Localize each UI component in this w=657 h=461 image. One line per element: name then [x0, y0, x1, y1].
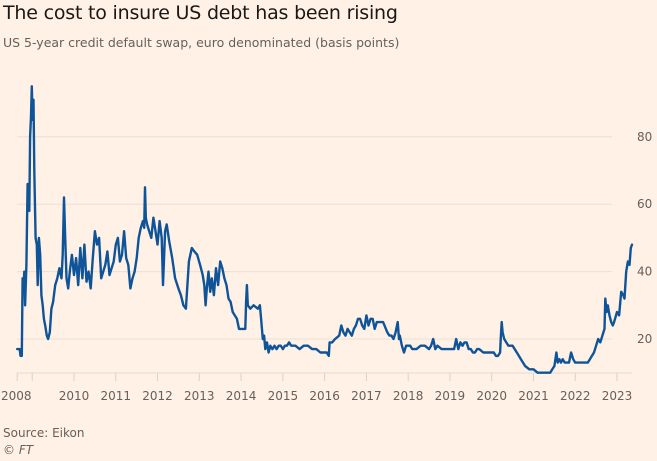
x-tick-label: 2015: [268, 389, 299, 403]
line-chart: 2008 2010 2011 2012 2013 2014 2015 2016 2017 2018…: [1, 85, 652, 403]
y-tick-label: 40: [637, 265, 652, 279]
x-tick-label: 2023: [602, 389, 633, 403]
y-tick-label: 60: [637, 197, 652, 211]
x-axis: 2008 2010 2011 2012 2013 2014 2015 2016 2017 2018…: [1, 372, 633, 403]
x-tick-label: 2011: [100, 389, 131, 403]
y-tick-label: 80: [637, 130, 652, 144]
chart-subtitle: US 5-year credit default swap, euro deno…: [3, 35, 400, 50]
x-tick-label: 2021: [518, 389, 549, 403]
plot-area: [16, 85, 634, 374]
copyright-note: © FT: [3, 443, 34, 457]
x-tick-label: 2018: [393, 389, 424, 403]
x-tick-label: 2017: [351, 389, 382, 403]
x-tick-label: 2013: [184, 389, 215, 403]
y-axis: 20 40 60 80: [637, 130, 652, 346]
x-tick-label: 2012: [142, 389, 173, 403]
x-tick-label: 2014: [226, 389, 257, 403]
x-tick-label: 2019: [435, 389, 466, 403]
gridlines: [17, 136, 612, 340]
x-tick-label: 2016: [309, 389, 340, 403]
y-tick-label: 20: [637, 332, 652, 346]
x-tick-label: 2022: [560, 389, 591, 403]
source-note: Source: Eikon: [3, 426, 85, 440]
x-tick-label: 2008: [1, 389, 32, 403]
chart-title: The cost to insure US debt has been risi…: [3, 2, 398, 24]
series-line-0: [16, 85, 634, 374]
x-tick-label: 2020: [476, 389, 507, 403]
x-tick-label: 2010: [59, 389, 90, 403]
